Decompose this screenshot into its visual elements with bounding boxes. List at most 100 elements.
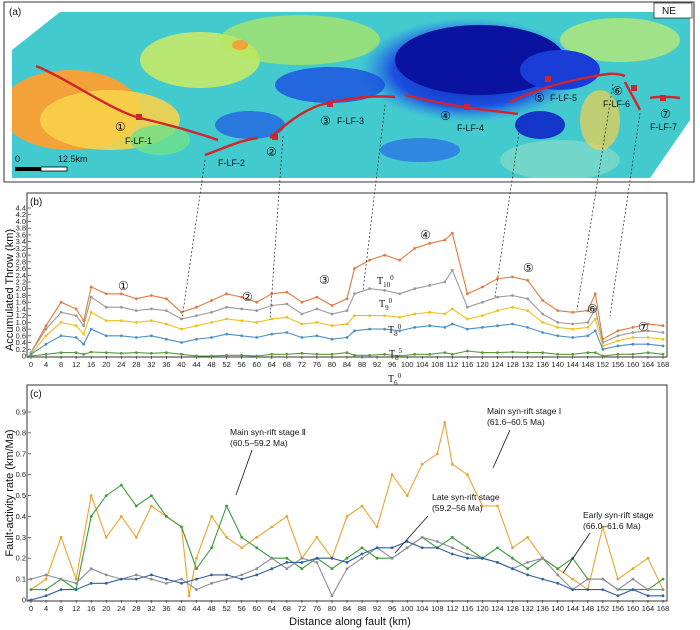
p0-s0-point-28	[428, 241, 432, 245]
p0-s2-point-21	[330, 324, 334, 328]
p0-ytick-label-13: 2.6	[16, 264, 26, 273]
p0-s3-point-31	[466, 327, 469, 331]
p0-s1-point-19	[300, 312, 304, 316]
p1-s0-point-27	[420, 462, 424, 466]
p0-s2-point-30	[450, 307, 454, 311]
panel-c-annotations: Main syn-rift stage Ⅱ (60.5–59.2 Ma) Mai…	[230, 406, 654, 574]
p0-s4-point-29	[443, 351, 447, 354]
p0-xtick-label-41: 164	[642, 360, 655, 369]
p0-s2-point-38	[571, 327, 575, 331]
p0-xtick-label-30: 120	[476, 360, 489, 369]
p0-ytick-label-3: 0.6	[16, 331, 26, 340]
p0-s3-point-10	[165, 337, 168, 341]
annotation-late-arrow	[394, 515, 429, 554]
p0-s1-point-1	[44, 327, 48, 331]
p0-s2-point-22	[345, 322, 349, 326]
p0-ytick-label-5: 1.0	[16, 318, 26, 327]
annotation-late-line1: Late syn-rift stage	[432, 492, 500, 502]
throw-segment-7: ⑦	[638, 320, 649, 334]
p0-s1-point-22	[345, 309, 349, 312]
p1-s3-point-35	[556, 581, 560, 585]
p0-s4-point-38	[571, 352, 575, 356]
p0-s1-point-2	[59, 310, 63, 314]
p1-s1-point-8	[150, 494, 153, 497]
p1-s1-point-9	[165, 515, 168, 518]
p0-ytick-label-8: 1.6	[16, 298, 26, 307]
p0-s4-point-22	[345, 351, 349, 354]
p0-ytick-label-14: 2.8	[16, 257, 26, 266]
p1-s3-point-40	[631, 588, 635, 591]
p0-xtick-label-40: 160	[627, 360, 640, 369]
p1-xtick-label-21: 84	[343, 604, 351, 613]
p0-s4-point-18	[285, 352, 289, 356]
p1-ytick-label-5: 0.5	[16, 491, 26, 500]
p1-s1-point-10	[180, 525, 183, 529]
p0-s3-point-13	[210, 336, 214, 339]
p1-s3-point-8	[150, 573, 153, 577]
panel-c-label: (c)	[30, 389, 42, 400]
p1-s0-point-16	[255, 535, 259, 539]
p0-s4-point-40	[593, 351, 597, 354]
p0-s4-point-23	[353, 353, 356, 357]
p0-s1-point-8	[134, 309, 138, 312]
p0-xtick-label-32: 128	[506, 360, 519, 369]
p1-s3-point-14	[240, 577, 244, 581]
p1-s2-point-26	[420, 535, 424, 539]
p1-xtick-label-19: 76	[313, 604, 321, 613]
p1-s3-point-42	[661, 594, 665, 598]
p1-s1-point-35	[556, 567, 560, 571]
panel-c-ticks: 0 4 8 12 16 20 24 28 32 36 40 44 48 52 56 60 64 68 72 76 80 8…	[16, 408, 670, 614]
p1-s0-point-5	[104, 535, 108, 539]
p0-s4-point-30	[450, 352, 454, 356]
p0-xtick-label-23: 92	[373, 360, 381, 369]
p1-xtick-label-7: 28	[132, 604, 140, 613]
p0-s2-point-3	[74, 324, 78, 328]
p0-xtick-label-21: 84	[343, 360, 351, 369]
p1-s0-point-13	[210, 515, 214, 518]
p1-s2-point-8	[150, 577, 153, 581]
panel-c-xlabel: Distance along fault (km)	[289, 616, 411, 628]
p0-s0-point-34	[511, 275, 514, 279]
p1-s2-point-29	[466, 552, 469, 556]
p0-s4-point-2	[59, 351, 63, 354]
p1-s3-point-4	[89, 581, 93, 585]
p1-s3-point-10	[180, 581, 183, 585]
p0-s4-point-26	[398, 354, 402, 358]
p1-s3-point-3	[74, 588, 78, 591]
p0-s1-point-3	[74, 314, 78, 317]
p1-s2-point-22	[360, 556, 364, 560]
label-t10: T100	[377, 274, 394, 289]
p0-xtick-label-33: 132	[521, 360, 534, 369]
p0-s4-point-16	[255, 354, 259, 358]
p0-s0-point-25	[383, 253, 386, 257]
p0-xtick-label-4: 16	[87, 360, 95, 369]
p0-s4-point-12	[195, 354, 198, 358]
p0-s2-point-16	[255, 321, 259, 324]
p0-ytick-label-19: 3.8	[16, 224, 26, 233]
p0-s1-point-38	[571, 322, 575, 326]
p1-s0-point-6	[119, 515, 123, 518]
p1-s2-point-37	[586, 577, 590, 581]
panel-b-frame	[26, 192, 668, 358]
p0-s0-point-31	[466, 292, 469, 296]
p1-s1-point-12	[210, 546, 214, 550]
p0-s0-point-36	[541, 299, 544, 302]
p0-xtick-label-25: 100	[401, 360, 414, 369]
p0-s3-point-22	[345, 336, 349, 339]
segment-5-number: ⑤	[534, 91, 545, 105]
p0-s3-point-21	[330, 337, 334, 341]
p1-xtick-label-31: 124	[491, 604, 504, 613]
p0-s0-point-37	[556, 309, 560, 312]
p0-s2-point-24	[368, 314, 371, 317]
p1-s3-point-18	[300, 561, 304, 564]
p0-s4-point-14	[225, 353, 229, 357]
p0-xtick-label-9: 36	[162, 360, 170, 369]
throw-segment-2: ②	[242, 290, 253, 304]
segment-7-name: F-LF-7	[650, 122, 677, 132]
p0-s0-point-26	[398, 258, 402, 262]
annotation-early-line2: (66.0–61.6 Ma)	[583, 521, 641, 531]
segment-4-name: F-LF-4	[457, 123, 484, 133]
p0-s1-point-25	[383, 289, 386, 292]
p0-s0-point-40	[593, 292, 597, 296]
annotation-main-ii-line1: Main syn-rift stage Ⅱ	[230, 427, 306, 437]
